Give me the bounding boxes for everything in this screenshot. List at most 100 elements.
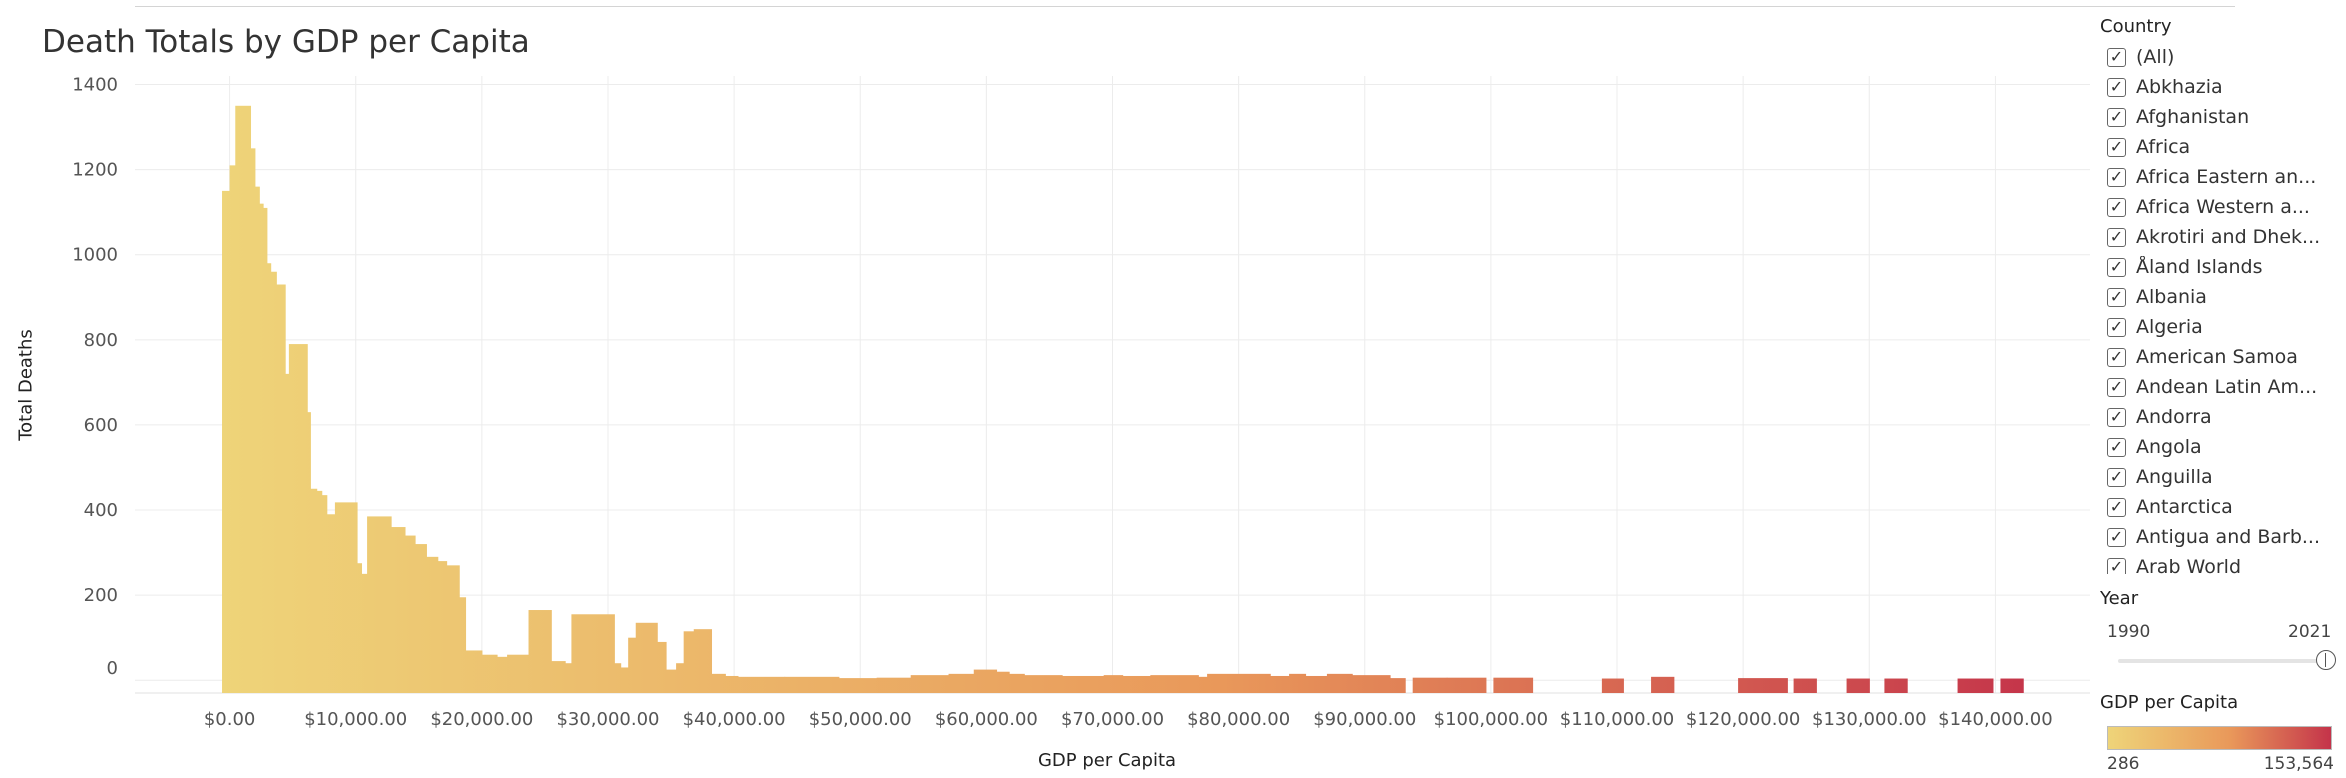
checkbox-checked-icon[interactable]: ✓ [2107, 137, 2126, 157]
histogram-bar[interactable] [415, 544, 427, 693]
histogram-bar[interactable] [1122, 675, 1151, 693]
country-filter-item[interactable]: ✓ Åland Islands [2100, 252, 2340, 282]
histogram-bar[interactable] [361, 573, 368, 693]
histogram-bar[interactable] [356, 563, 363, 693]
histogram-bar[interactable] [235, 105, 252, 694]
histogram-bar[interactable] [270, 271, 277, 693]
histogram-bar[interactable] [565, 663, 573, 693]
histogram-bar[interactable] [266, 263, 272, 693]
histogram-bar[interactable] [334, 502, 358, 693]
histogram-bar[interactable] [1957, 678, 1994, 693]
year-slider-handle[interactable] [2316, 650, 2336, 670]
country-filter-item[interactable]: ✓ Afghanistan [2100, 102, 2340, 132]
histogram-bar[interactable] [1270, 675, 1290, 693]
histogram-bar[interactable] [222, 190, 231, 693]
histogram-bar[interactable] [426, 556, 439, 693]
histogram-bar[interactable] [1389, 678, 1406, 693]
histogram-bar[interactable] [437, 561, 448, 693]
histogram-bar[interactable] [676, 663, 685, 693]
histogram-bar[interactable] [1793, 678, 1817, 693]
country-filter-item[interactable]: ✓ American Samoa [2100, 342, 2340, 372]
country-filter-item[interactable]: ✓ Akrotiri and Dhek... [2100, 222, 2340, 252]
histogram-bar[interactable] [784, 676, 840, 693]
checkbox-checked-icon[interactable]: ✓ [2107, 287, 2126, 307]
histogram-bar[interactable] [620, 667, 629, 693]
histogram-bar[interactable] [948, 673, 975, 693]
histogram-bar[interactable] [1062, 675, 1105, 693]
checkbox-checked-icon[interactable]: ✓ [2107, 317, 2126, 337]
histogram-bar[interactable] [1207, 673, 1271, 693]
histogram-bar[interactable] [310, 488, 318, 693]
histogram-bar[interactable] [614, 663, 622, 693]
checkbox-checked-icon[interactable]: ✓ [2107, 47, 2126, 67]
country-filter-item[interactable]: ✓ Angola [2100, 432, 2340, 462]
histogram-bar[interactable] [876, 677, 912, 693]
histogram-bar[interactable] [1352, 675, 1391, 693]
histogram-bar[interactable] [711, 673, 726, 693]
country-filter-item[interactable]: ✓ Andean Latin Am... [2100, 372, 2340, 402]
histogram-bar[interactable] [1103, 675, 1124, 693]
checkbox-checked-icon[interactable]: ✓ [2107, 197, 2126, 217]
histogram-bar[interactable] [1601, 678, 1624, 693]
histogram-bar[interactable] [250, 148, 256, 693]
histogram-bar[interactable] [229, 165, 236, 693]
histogram-bar[interactable] [507, 654, 530, 693]
histogram-bar[interactable] [496, 656, 508, 693]
country-filter-item[interactable]: ✓ Africa Eastern an... [2100, 162, 2340, 192]
histogram-bar[interactable] [1846, 678, 1870, 693]
country-filter-item[interactable]: ✓ Algeria [2100, 312, 2340, 342]
histogram-bar[interactable] [1412, 677, 1448, 693]
histogram-bar[interactable] [571, 614, 615, 693]
checkbox-checked-icon[interactable]: ✓ [2107, 437, 2126, 457]
histogram-bar[interactable] [1009, 673, 1025, 693]
histogram-bar[interactable] [459, 597, 467, 693]
checkbox-checked-icon[interactable]: ✓ [2107, 557, 2126, 574]
histogram-bar[interactable] [657, 641, 667, 693]
country-filter-item[interactable]: ✓ Anguilla [2100, 462, 2340, 492]
histogram-bar[interactable] [528, 610, 552, 693]
histogram-bar[interactable] [551, 661, 566, 693]
histogram-bar[interactable] [288, 344, 308, 693]
histogram-bar[interactable] [1493, 677, 1534, 693]
histogram-bar[interactable] [263, 207, 268, 693]
checkbox-checked-icon[interactable]: ✓ [2107, 107, 2126, 127]
histogram-bar[interactable] [391, 527, 406, 693]
histogram-bar[interactable] [481, 654, 498, 693]
checkbox-checked-icon[interactable]: ✓ [2107, 347, 2126, 367]
country-filter-list[interactable]: ✓ (All) ✓ Abkhazia ✓ Afghanistan ✓ Africa ✓ Afric… [2100, 42, 2340, 574]
year-slider-track[interactable] [2118, 659, 2322, 663]
histogram-bar[interactable] [1289, 673, 1307, 693]
checkbox-checked-icon[interactable]: ✓ [2107, 227, 2126, 247]
histogram-bar[interactable] [1884, 678, 1908, 693]
histogram-bar[interactable] [259, 203, 264, 694]
histogram-bar[interactable] [628, 637, 637, 693]
histogram-bar[interactable] [285, 373, 290, 693]
histogram-bar[interactable] [1305, 675, 1328, 693]
histogram-bar[interactable] [326, 514, 336, 693]
histogram-bar[interactable] [465, 650, 483, 693]
histogram-bar[interactable] [1651, 676, 1675, 693]
checkbox-checked-icon[interactable]: ✓ [2107, 407, 2126, 427]
country-filter-item[interactable]: ✓ Abkhazia [2100, 72, 2340, 102]
country-filter-item[interactable]: ✓ Albania [2100, 282, 2340, 312]
histogram-bar[interactable] [1024, 675, 1063, 693]
country-filter-item[interactable]: ✓ Africa Western a... [2100, 192, 2340, 222]
histogram-bar[interactable] [838, 678, 878, 693]
checkbox-checked-icon[interactable]: ✓ [2107, 257, 2126, 277]
country-filter-item[interactable]: ✓ Antarctica [2100, 492, 2340, 522]
country-filter-item[interactable]: ✓ Andorra [2100, 402, 2340, 432]
histogram-bar[interactable] [725, 675, 739, 693]
histogram-bar[interactable] [307, 412, 311, 693]
histogram-bar[interactable] [254, 186, 260, 694]
checkbox-checked-icon[interactable]: ✓ [2107, 467, 2126, 487]
histogram-bar[interactable] [1326, 673, 1353, 693]
histogram-bar[interactable] [1150, 675, 1199, 693]
histogram-bar[interactable] [321, 495, 328, 693]
histogram-bar[interactable] [404, 535, 416, 693]
histogram-bar[interactable] [683, 631, 695, 693]
histogram-bar[interactable] [316, 490, 323, 693]
histogram-bar[interactable] [635, 622, 658, 693]
histogram-bar[interactable] [973, 669, 998, 693]
histogram-bar[interactable] [693, 629, 713, 693]
histogram-bar[interactable] [666, 669, 677, 693]
